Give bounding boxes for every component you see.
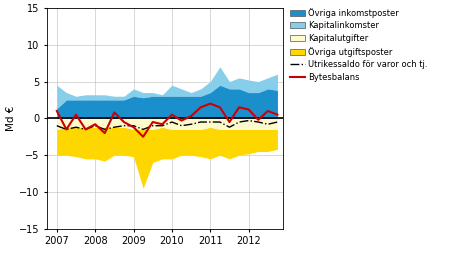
Y-axis label: Md €: Md € bbox=[6, 106, 16, 131]
Legend: Övriga inkomstposter, Kapitalinkomster, Kapitalutgifter, Övriga utgiftsposter, U: Övriga inkomstposter, Kapitalinkomster, … bbox=[290, 8, 428, 82]
